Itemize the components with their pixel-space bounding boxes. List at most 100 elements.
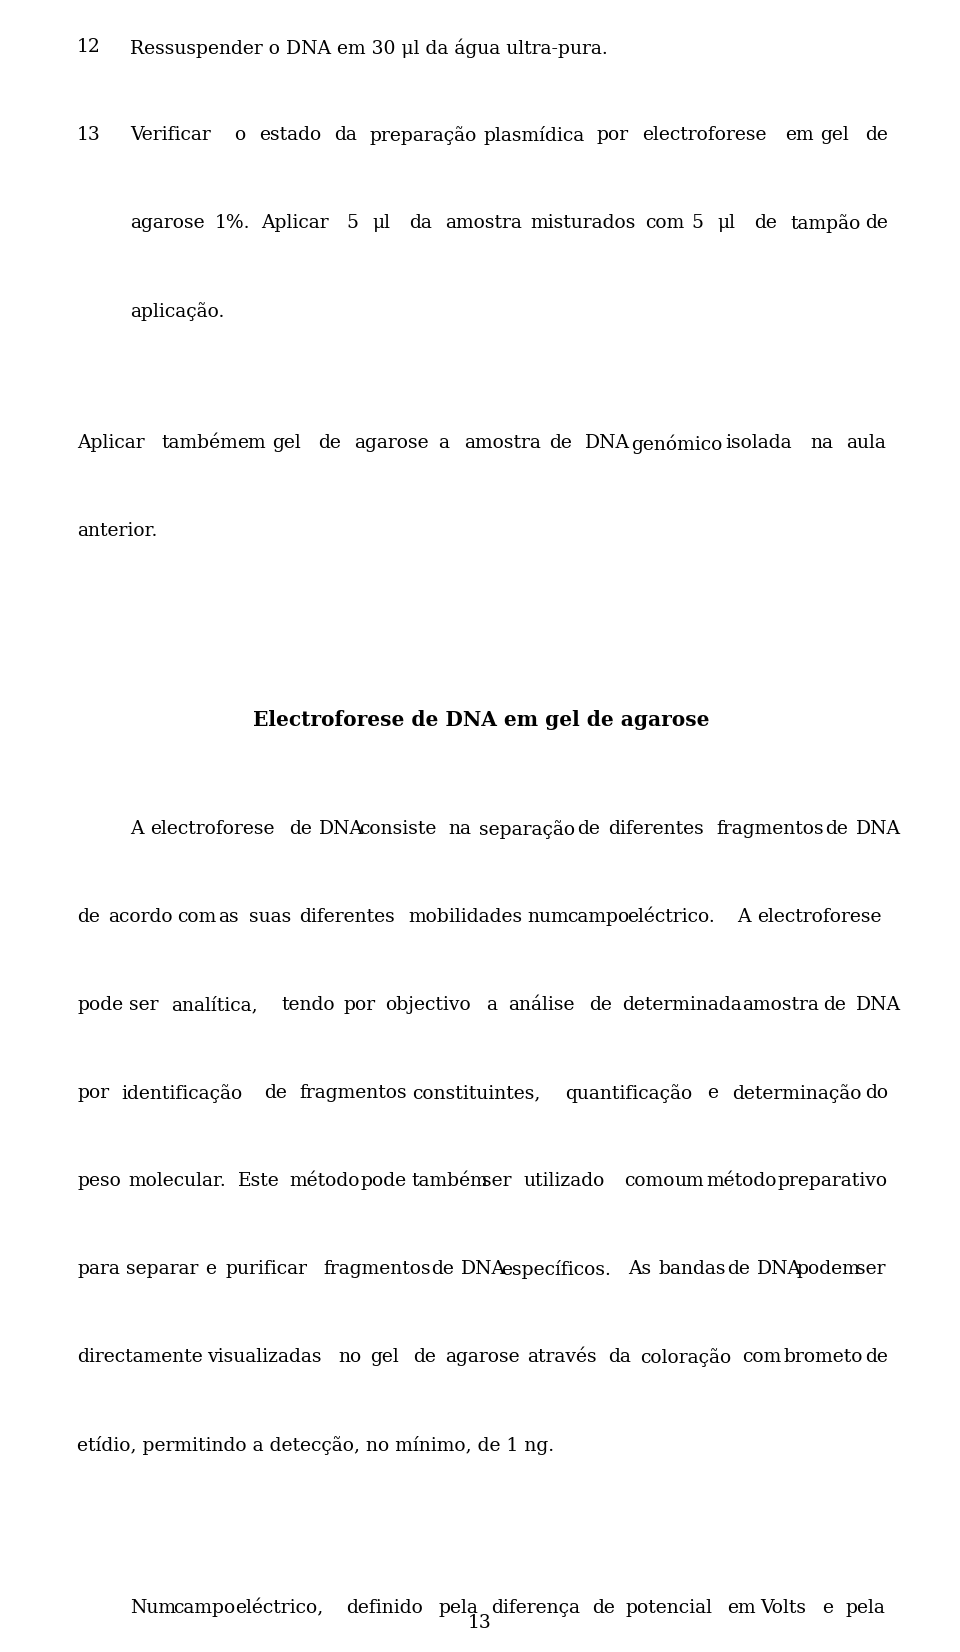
Text: preparativo: preparativo: [778, 1171, 887, 1189]
Text: Aplicar: Aplicar: [77, 434, 145, 453]
Text: separação: separação: [479, 819, 575, 839]
Text: de: de: [549, 434, 572, 453]
Text: de: de: [865, 126, 888, 144]
Text: DNA: DNA: [756, 1260, 802, 1279]
Text: a: a: [486, 996, 497, 1014]
Text: por: por: [343, 996, 375, 1014]
Text: do: do: [865, 1084, 889, 1102]
Text: num: num: [527, 909, 568, 927]
Text: analítica,: analítica,: [171, 996, 257, 1014]
Text: electroforese: electroforese: [151, 819, 275, 838]
Text: por: por: [597, 126, 629, 144]
Text: tendo: tendo: [281, 996, 335, 1014]
Text: misturados: misturados: [531, 215, 636, 231]
Text: de: de: [578, 819, 600, 838]
Text: 13: 13: [468, 1614, 492, 1632]
Text: Este: Este: [238, 1171, 280, 1189]
Text: o: o: [234, 126, 245, 144]
Text: da: da: [334, 126, 357, 144]
Text: gel: gel: [820, 126, 849, 144]
Text: de: de: [826, 819, 848, 838]
Text: agarose: agarose: [130, 215, 204, 231]
Text: estado: estado: [259, 126, 322, 144]
Text: ser: ser: [129, 996, 158, 1014]
Text: electroforese: electroforese: [642, 126, 766, 144]
Text: por: por: [77, 1084, 109, 1102]
Text: de: de: [589, 996, 612, 1014]
Text: determinação: determinação: [732, 1084, 862, 1104]
Text: eléctrico.: eléctrico.: [628, 909, 715, 927]
Text: de: de: [318, 434, 341, 453]
Text: Electroforese de DNA em gel de agarose: Electroforese de DNA em gel de agarose: [252, 710, 709, 730]
Text: campo: campo: [173, 1599, 235, 1617]
Text: de: de: [264, 1084, 287, 1102]
Text: pode: pode: [360, 1171, 406, 1189]
Text: identificação: identificação: [122, 1084, 243, 1104]
Text: DNA: DNA: [461, 1260, 506, 1279]
Text: no: no: [338, 1348, 361, 1366]
Text: molecular.: molecular.: [129, 1171, 226, 1189]
Text: coloração: coloração: [640, 1348, 732, 1366]
Text: e: e: [708, 1084, 718, 1102]
Text: de: de: [289, 819, 312, 838]
Text: amostra: amostra: [445, 215, 522, 231]
Text: através: através: [527, 1348, 596, 1366]
Text: de: de: [865, 215, 888, 231]
Text: Num: Num: [130, 1599, 176, 1617]
Text: podem: podem: [797, 1260, 860, 1279]
Text: constituintes,: constituintes,: [413, 1084, 540, 1102]
Text: visualizadas: visualizadas: [207, 1348, 322, 1366]
Text: peso: peso: [77, 1171, 121, 1189]
Text: de: de: [824, 996, 847, 1014]
Text: μl: μl: [717, 215, 735, 231]
Text: fragmentos: fragmentos: [324, 1260, 431, 1279]
Text: com: com: [742, 1348, 780, 1366]
Text: 12: 12: [77, 38, 101, 56]
Text: fragmentos: fragmentos: [716, 819, 825, 838]
Text: da: da: [409, 215, 432, 231]
Text: As: As: [629, 1260, 652, 1279]
Text: na: na: [810, 434, 833, 453]
Text: genómico: genómico: [631, 434, 722, 454]
Text: as: as: [218, 909, 239, 927]
Text: DNA: DNA: [319, 819, 364, 838]
Text: anterior.: anterior.: [77, 522, 157, 540]
Text: diferença: diferença: [491, 1599, 580, 1617]
Text: Volts: Volts: [760, 1599, 806, 1617]
Text: agarose: agarose: [354, 434, 428, 453]
Text: acordo: acordo: [108, 909, 172, 927]
Text: como: como: [624, 1171, 674, 1189]
Text: 1%.: 1%.: [215, 215, 251, 231]
Text: definido: definido: [347, 1599, 423, 1617]
Text: de: de: [77, 909, 100, 927]
Text: brometo: brometo: [784, 1348, 863, 1366]
Text: quantificação: quantificação: [564, 1084, 692, 1104]
Text: isolada: isolada: [725, 434, 792, 453]
Text: bandas: bandas: [659, 1260, 726, 1279]
Text: DNA: DNA: [855, 819, 900, 838]
Text: fragmentos: fragmentos: [300, 1084, 407, 1102]
Text: consiste: consiste: [359, 819, 437, 838]
Text: na: na: [448, 819, 471, 838]
Text: um: um: [675, 1171, 705, 1189]
Text: suas: suas: [249, 909, 291, 927]
Text: e: e: [205, 1260, 216, 1279]
Text: aula: aula: [846, 434, 886, 453]
Text: amostra: amostra: [742, 996, 819, 1014]
Text: plasmídica: plasmídica: [483, 126, 585, 145]
Text: determinada: determinada: [622, 996, 741, 1014]
Text: pode: pode: [77, 996, 123, 1014]
Text: gel: gel: [371, 1348, 399, 1366]
Text: etídio, permitindo a detecção, no mínimo, de 1 ng.: etídio, permitindo a detecção, no mínimo…: [77, 1436, 554, 1455]
Text: pela: pela: [439, 1599, 478, 1617]
Text: preparação: preparação: [370, 126, 477, 145]
Text: DNA: DNA: [855, 996, 900, 1014]
Text: 13: 13: [77, 126, 101, 144]
Text: de: de: [413, 1348, 436, 1366]
Text: tampão: tampão: [790, 215, 860, 233]
Text: em: em: [728, 1599, 756, 1617]
Text: campo: campo: [567, 909, 630, 927]
Text: separar: separar: [127, 1260, 199, 1279]
Text: da: da: [608, 1348, 631, 1366]
Text: de: de: [592, 1599, 615, 1617]
